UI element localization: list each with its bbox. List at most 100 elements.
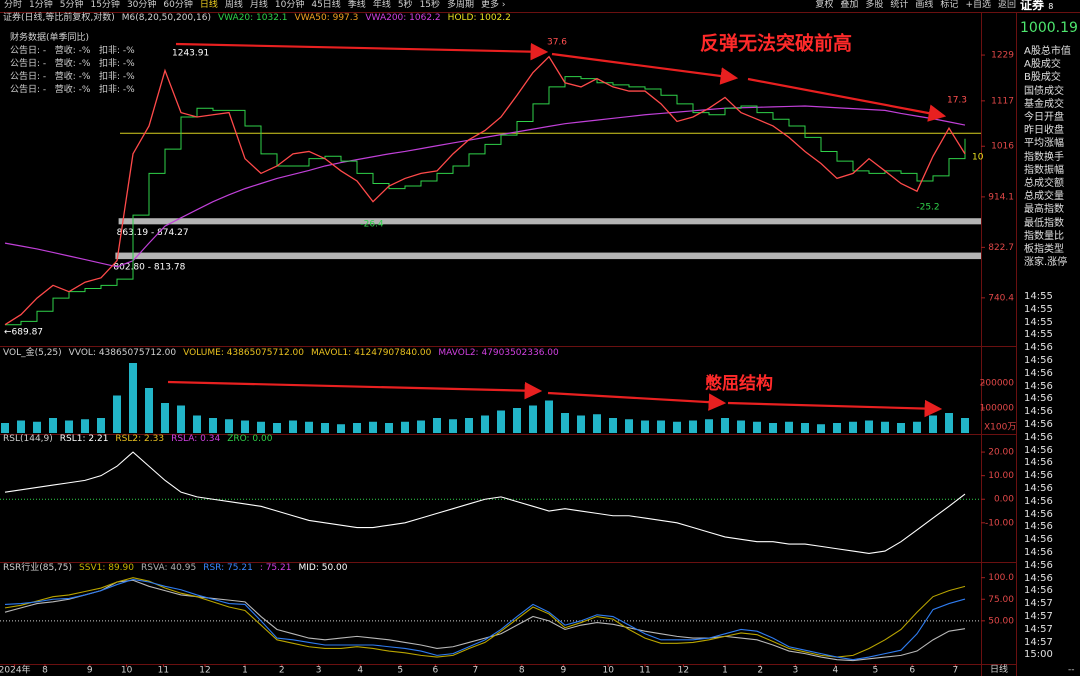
trade-time: 14:56 [1024,572,1053,584]
toolbar-button[interactable]: 返回 [997,0,1016,10]
price-zone [115,252,981,260]
x-tick-label: 12 [678,666,689,676]
y-tick-label: 20.00 [988,448,1014,458]
zone-label: 863.19 - 874.27 [117,228,189,238]
title-suffix: 8 [1048,2,1054,11]
x-tick-label: 9 [561,666,567,676]
x-tick-label: 2 [757,666,763,676]
volume-bar [273,423,281,433]
toolbar-button[interactable]: 更多 › [481,0,506,10]
legend-item: VOLUME: 43865075712.00 [183,348,305,358]
x-tick-label: 3 [793,666,799,676]
sidebar-item: 基金成交 [1024,98,1064,110]
sidebar-item: 总成交量 [1024,191,1064,203]
toolbar-button[interactable]: 60分钟 [163,0,193,10]
volume-bar [305,421,313,433]
toolbar-button[interactable]: 画线 [915,0,934,10]
trade-time: 14:56 [1024,508,1053,520]
volume-bar [945,413,953,433]
legend-item: ZRO: 0.00 [227,434,273,444]
x-tick-label: 6 [433,666,439,676]
toolbar-button[interactable]: 日线 [199,0,218,10]
trade-time: 14:55 [1024,316,1053,328]
sidebar-item: 最低指数 [1024,217,1064,229]
zone-label: 802.80 - 813.78 [113,263,185,273]
sidebar-item: 涨家.涨停 [1024,257,1068,269]
toolbar-button[interactable]: 季线 [347,0,366,10]
volume-bar [321,423,329,433]
y-tick-label: 0.00 [994,495,1014,505]
x-tick-label: 1 [242,666,248,676]
volume-bar [81,419,89,433]
toolbar-button[interactable]: 标记 [940,0,959,10]
legend-item: RSR: 75.21 [203,563,253,573]
volume-bar [17,420,25,433]
toolbar-button[interactable]: 统计 [890,0,909,10]
trade-time: 14:56 [1024,559,1053,571]
sidebar-item: 平均涨幅 [1024,138,1064,150]
toolbar-button[interactable]: 5分钟 [59,0,84,10]
headline: 反弹无法突破前高 [700,32,852,55]
volume-bar [881,421,889,433]
trade-time: 14:56 [1024,483,1053,494]
toolbar-button[interactable]: +自选 [965,0,991,10]
volume-bar [417,420,425,433]
volume-bar [497,410,505,433]
toolbar-button[interactable]: 1分钟 [29,0,53,10]
toolbar-button[interactable]: 5秒 [397,0,413,10]
y-tick-label: 10.00 [988,471,1014,481]
annotation: 37.6 [547,38,567,48]
toolbar-button[interactable]: 10分钟 [274,0,305,10]
toolbar-button[interactable]: 多股 [865,0,884,10]
volume-bar [673,421,681,433]
volume-bar [385,423,393,433]
volume-bar [241,420,249,433]
volume-bar [481,415,489,433]
trade-time: 14:56 [1024,585,1053,597]
y-tick-label: 914.1 [988,192,1014,202]
legend-item: SSV1: 89.90 [79,563,134,573]
volume-bar [49,418,57,433]
legend-item: MAVOL1: 41247907840.00 [311,348,432,358]
toolbar-button[interactable]: 复权 [815,0,834,10]
toolbar-button[interactable]: 15秒 [419,0,441,10]
sidebar-item: 指数量比 [1024,230,1064,242]
volume-bar [657,420,665,433]
sidebar-item: 昨日收盘 [1024,125,1064,137]
toolbar-right: 复权 叠加 多股 统计 画线 标记 +自选 返回 [815,0,1016,11]
volume-bar [593,414,601,433]
x-tick-label: 5 [397,666,403,676]
volume-bar [145,388,153,433]
y-tick-label: 50.00 [988,616,1014,626]
toolbar-button[interactable]: 45日线 [311,0,341,10]
sidebar-item: 国债成交 [1024,85,1064,97]
toolbar-button[interactable]: 15分钟 [90,0,120,10]
x-tick-label: 6 [909,666,915,676]
volume-bar [129,363,137,433]
toolbar-button[interactable]: 30分钟 [126,0,157,10]
volume-bar [97,418,105,433]
toolbar-button[interactable]: 分时 [4,0,23,10]
legend-item: RSL2: 2.33 [115,434,165,444]
volume-bar [577,415,585,433]
y-tick-label: 100.0 [988,573,1014,583]
toolbar-button[interactable]: 周线 [224,0,243,10]
toolbar-button[interactable]: 多周期 [447,0,475,10]
toolbar-button[interactable]: 年线 [372,0,391,10]
volume-bar [433,418,441,433]
x-tick-label: 7 [473,666,479,676]
y-tick-label: 1229 [991,51,1014,61]
toolbar-button[interactable]: 叠加 [840,0,859,10]
finance-title: 财务数据(单季同比) [10,33,90,43]
volume-bar [369,421,377,433]
trade-time: 14:55 [1024,291,1053,302]
legend-item: VVOL: 43865075712.00 [68,348,177,358]
volume-bar [113,395,121,433]
sidebar-item: 指数换手 [1024,151,1064,163]
toolbar-button[interactable]: 月线 [249,0,268,10]
legend: 证券(日线,等比前复权,对数) M6(8,20,50,200,16) VWA20: … [3,13,511,24]
x-tick-label: 2024年 [0,664,31,676]
annotation: 10 [972,153,984,163]
series-line [4,55,966,326]
